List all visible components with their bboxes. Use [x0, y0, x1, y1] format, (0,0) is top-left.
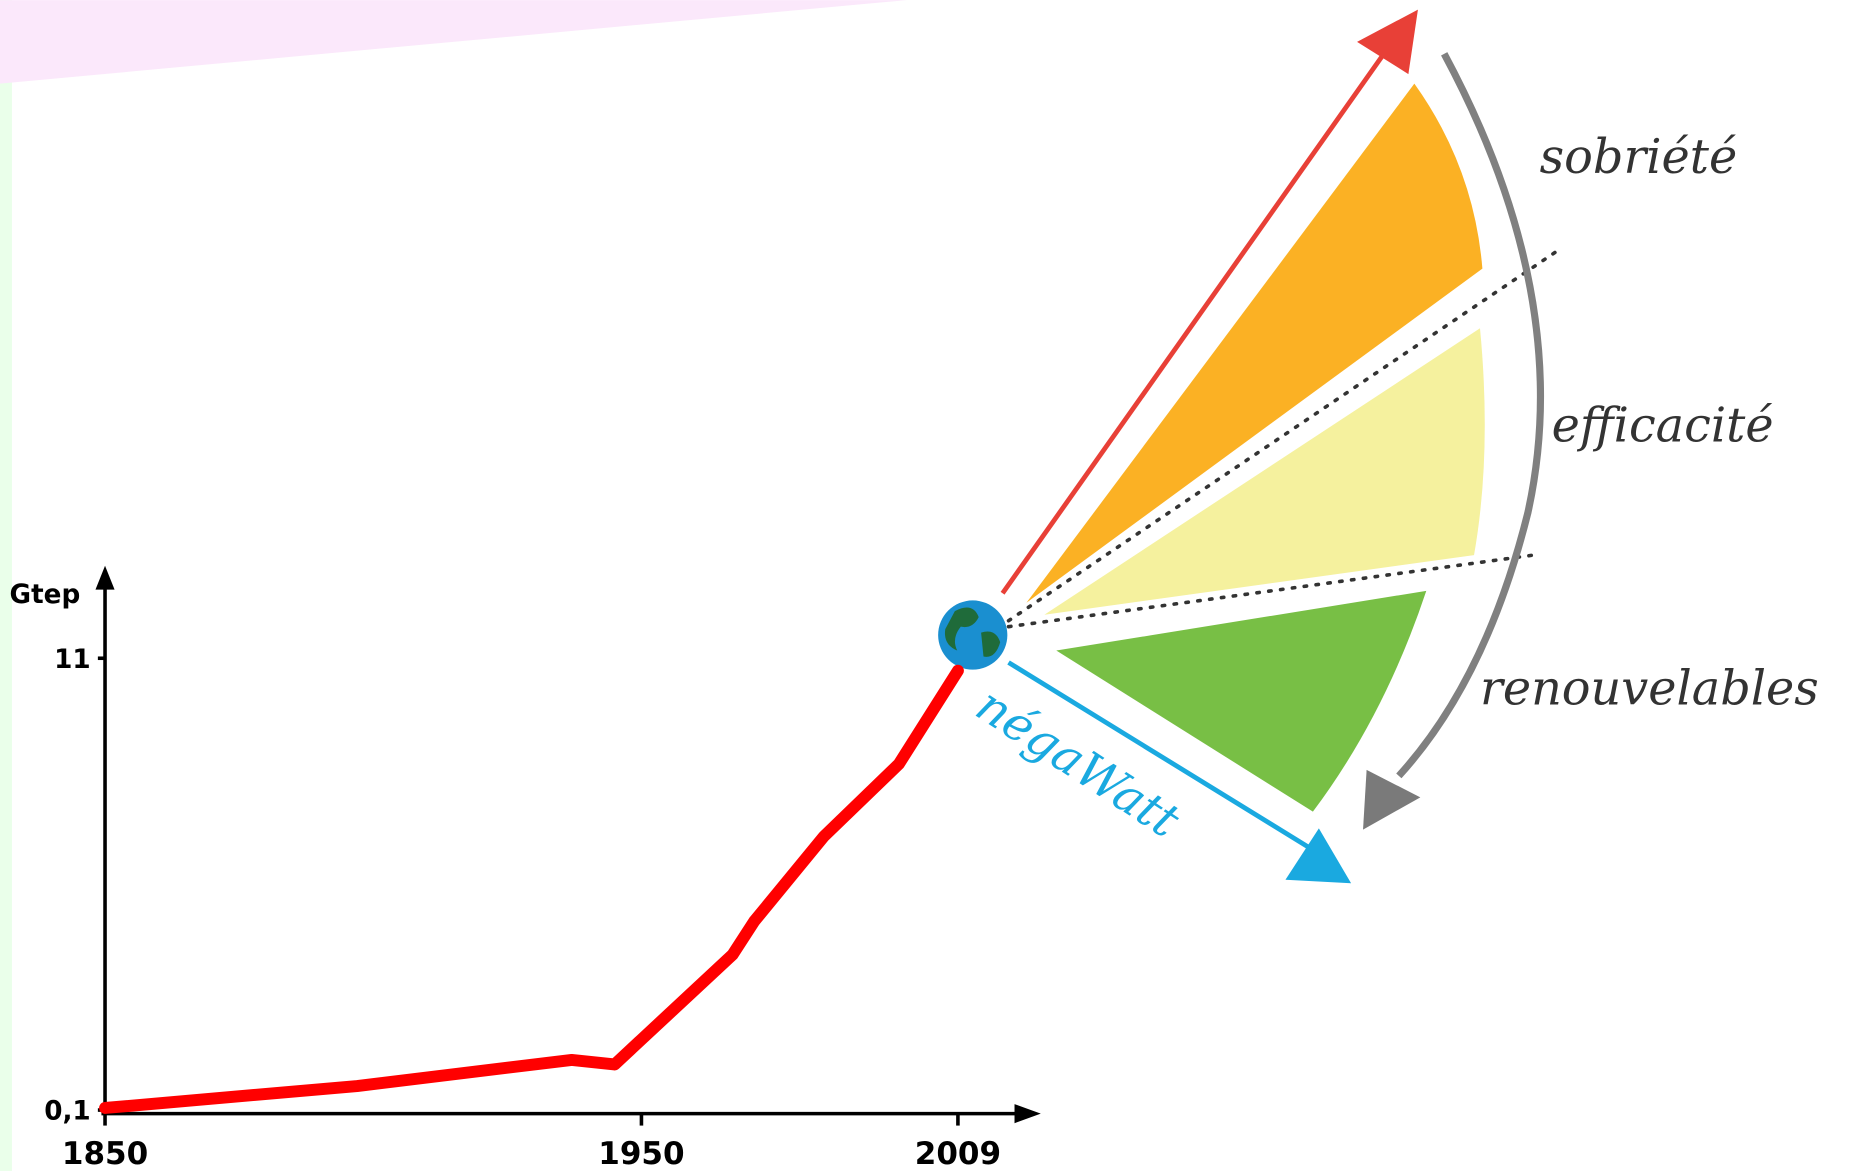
annotation: renouvelables — [1480, 661, 1819, 716]
annotation: sobriété — [1540, 130, 1738, 185]
axis-arrow — [1015, 1104, 1041, 1123]
x-tick-label: 1950 — [598, 1136, 684, 1171]
arrow-head — [1363, 770, 1420, 830]
arrow-head — [1357, 10, 1418, 74]
data-line — [105, 671, 958, 1108]
x-tick-label: 1850 — [62, 1136, 148, 1171]
x-tick-label: 2009 — [915, 1136, 1001, 1171]
annotation: efficacité — [1552, 399, 1774, 454]
y-tick-label: 0,1 — [44, 1097, 91, 1127]
chart: Gtep sobriété efficacité renouvelables n… — [0, 0, 1850, 1171]
y-tick-label: 11 — [54, 645, 91, 675]
page: Gtep sobriété efficacité renouvelables n… — [0, 0, 1850, 1171]
axis-arrow — [95, 566, 114, 590]
y-axis-label: Gtep — [10, 580, 81, 610]
top-band — [0, 0, 907, 84]
